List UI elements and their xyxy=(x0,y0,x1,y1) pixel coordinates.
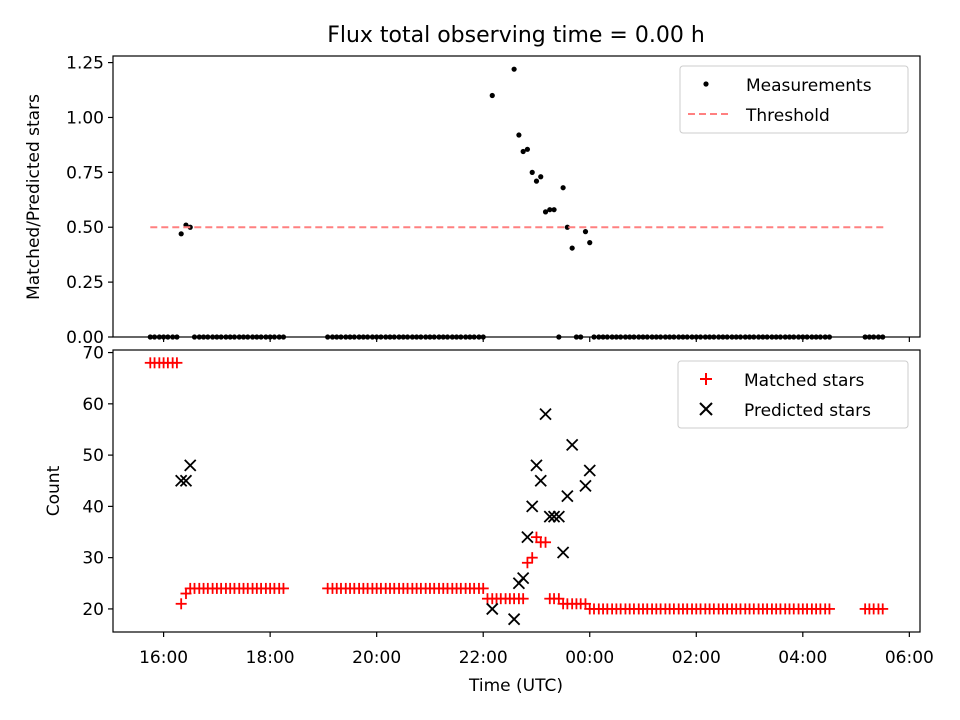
measurements-point xyxy=(564,224,570,230)
predicted-stars-point xyxy=(530,459,543,472)
x-tick-label: 04:00 xyxy=(778,648,827,668)
measurements-point xyxy=(524,146,531,152)
predicted-stars-point xyxy=(179,474,193,487)
predicted-stars-point xyxy=(547,510,561,523)
legend-matched-marker xyxy=(700,373,712,385)
matched-stars-point xyxy=(877,603,889,615)
measurements-point xyxy=(516,132,522,138)
measurements-point xyxy=(560,185,566,191)
x-tick-label: 06:00 xyxy=(885,648,934,668)
legend-matched-label: Matched stars xyxy=(744,371,864,391)
measurements-point xyxy=(511,66,517,72)
count-legend: Matched stars Predicted stars xyxy=(677,360,909,429)
predicted-stars-point xyxy=(526,500,539,513)
ratio-legend: Measurements Threshold xyxy=(679,65,909,134)
measurements-point xyxy=(542,209,549,215)
count-axes-frame xyxy=(112,349,921,633)
measurements-point xyxy=(569,245,575,251)
y-tick-label: 1.00 xyxy=(66,108,104,128)
legend-measurements-label: Measurements xyxy=(746,76,872,96)
measurements-point xyxy=(551,207,557,213)
measurements-point xyxy=(582,229,589,235)
predicted-stars-point xyxy=(534,474,547,487)
ratio-y-ticks: 0.00 0.25 0.50 0.75 1.00 1.25 xyxy=(66,54,113,348)
count-marks xyxy=(144,357,889,626)
y-tick-label: 0.00 xyxy=(66,328,104,348)
legend-measurements-marker xyxy=(703,81,709,87)
count-legend-box xyxy=(677,360,909,429)
predicted-stars-point xyxy=(539,407,552,421)
x-tick-label: 02:00 xyxy=(672,648,721,668)
matched-stars-point xyxy=(540,536,552,548)
count-y-ticks: 20 30 40 50 60 70 xyxy=(82,344,113,620)
ratio-x-ticks xyxy=(163,337,910,342)
x-tick-label: 22:00 xyxy=(459,648,508,668)
measurements-point xyxy=(533,178,540,184)
matched-stars-point xyxy=(526,552,538,564)
ratio-legend-box xyxy=(679,65,909,134)
count-panel: 20 30 40 50 60 70 16:00 18:00 20:00 22:00 00:00 02… xyxy=(44,344,934,696)
predicted-stars-point xyxy=(583,464,596,477)
figure-title: Flux total observing time = 0.00 h xyxy=(327,23,705,48)
predicted-stars-point xyxy=(517,572,530,585)
count-y-axis-label: Count xyxy=(44,465,64,516)
count-x-ticks: 16:00 18:00 20:00 22:00 00:00 02:00 04:00 06:00 xyxy=(139,632,934,668)
predicted-stars-point xyxy=(507,613,521,626)
ratio-y-axis-label: Matched/Predicted stars xyxy=(24,94,44,300)
y-tick-label: 1.25 xyxy=(66,54,104,74)
x-tick-label: 00:00 xyxy=(565,648,614,668)
ratio-axes-frame xyxy=(112,55,921,338)
predicted-stars-point xyxy=(561,489,574,503)
legend-predicted-label: Predicted stars xyxy=(744,401,871,421)
predicted-stars-point xyxy=(175,474,188,487)
y-tick-label: 20 xyxy=(82,600,104,620)
x-tick-label: 20:00 xyxy=(352,648,401,668)
predicted-stars-point xyxy=(566,438,579,451)
matched-stars-point xyxy=(521,557,533,569)
predicted-stars-point xyxy=(521,531,534,544)
y-tick-label: 60 xyxy=(82,395,104,415)
y-tick-label: 0.25 xyxy=(66,273,104,293)
measurements-point xyxy=(538,174,544,180)
matched-stars-point xyxy=(175,598,187,610)
y-tick-label: 0.75 xyxy=(66,163,104,183)
predicted-stars-point xyxy=(552,510,565,523)
matched-stars-point xyxy=(517,593,529,605)
predicted-stars-point xyxy=(543,510,556,523)
measurements-point xyxy=(587,240,593,246)
predicted-stars-point xyxy=(556,546,570,559)
predicted-stars-point xyxy=(486,602,499,616)
predicted-stars-point xyxy=(579,479,592,493)
matched-stars-point xyxy=(277,582,289,594)
measurements-point xyxy=(520,148,526,155)
y-tick-label: 0.50 xyxy=(66,218,104,238)
predicted-stars-point xyxy=(184,459,197,472)
matched-stars-point xyxy=(477,582,489,594)
legend-predicted-marker xyxy=(699,402,713,416)
y-tick-label: 40 xyxy=(82,497,104,517)
y-tick-label: 30 xyxy=(82,549,104,569)
measurements-point xyxy=(529,169,535,175)
measurements-point xyxy=(178,231,184,237)
measurements-point xyxy=(547,207,553,213)
matched-stars-point xyxy=(823,603,835,615)
y-tick-label: 70 xyxy=(82,344,104,364)
x-axis-label: Time (UTC) xyxy=(468,676,563,696)
x-tick-label: 16:00 xyxy=(139,648,188,668)
x-tick-label: 18:00 xyxy=(246,648,295,668)
ratio-panel: 0.00 0.25 0.50 0.75 1.00 1.25 Matched/Predict… xyxy=(24,54,921,348)
y-tick-label: 50 xyxy=(82,446,104,466)
legend-threshold-label: Threshold xyxy=(745,106,830,126)
measurements-point xyxy=(489,92,495,99)
matched-stars-point xyxy=(171,357,183,369)
